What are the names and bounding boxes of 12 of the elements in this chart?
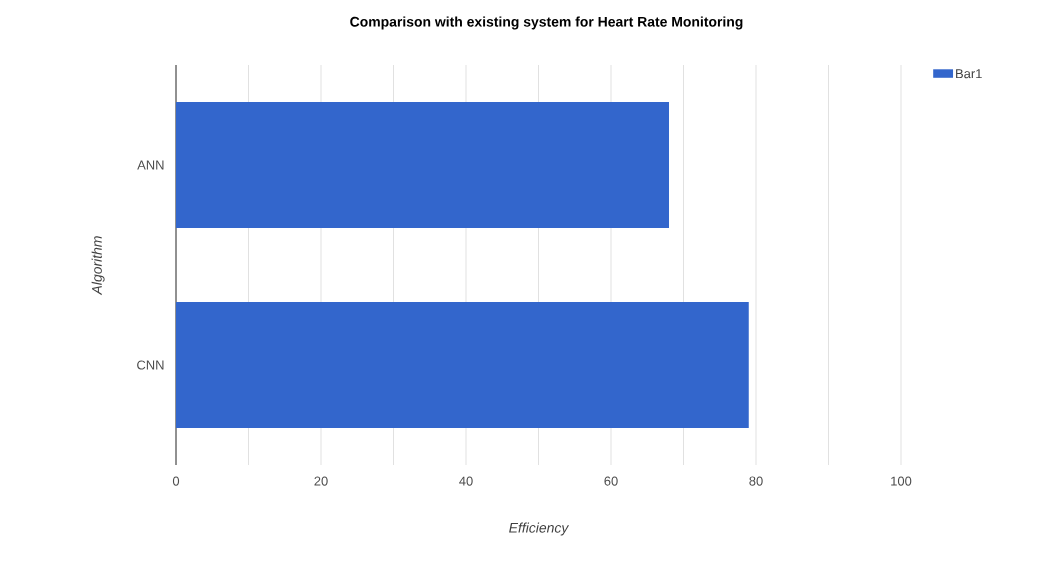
y-tick-label: CNN (137, 360, 164, 370)
x-tick-label: 0 (172, 476, 180, 486)
x-axis-title: Efficiency (509, 522, 570, 536)
x-tick-label: 100 (891, 476, 912, 486)
x-tick-label: 40 (459, 476, 473, 486)
legend-label: Bar1 (956, 69, 982, 79)
y-axis-title: Algorithm (91, 236, 105, 296)
chart-title: Comparison with existing system for Heart Rate Monitoring (350, 16, 743, 30)
x-tick-label: 80 (749, 476, 763, 486)
y-tick-label: ANN (137, 160, 164, 170)
x-tick-label: 20 (314, 476, 328, 486)
x-tick-label: 60 (604, 476, 618, 486)
